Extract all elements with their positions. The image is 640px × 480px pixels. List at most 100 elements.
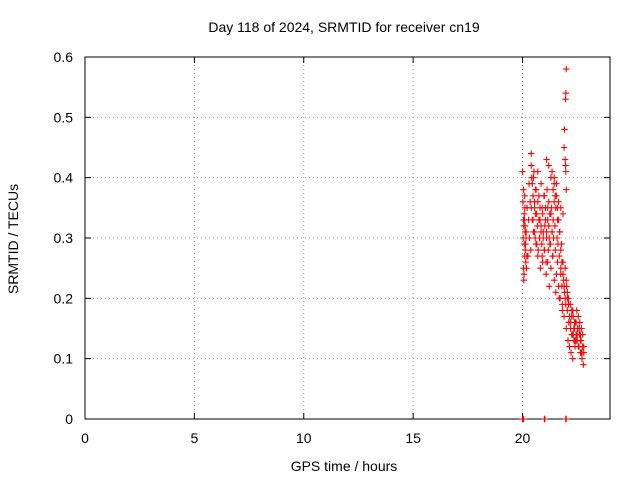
data-point: [546, 240, 554, 248]
data-point: [551, 174, 558, 181]
data-point: [538, 204, 546, 212]
x-tick-label: 15: [405, 430, 421, 446]
data-point: [564, 337, 572, 344]
data-point: [569, 355, 577, 362]
data-point: [553, 234, 561, 242]
data-point: [570, 331, 577, 338]
data-point: [535, 246, 542, 254]
data-point: [566, 301, 574, 308]
data-point: [520, 415, 527, 423]
x-tick-label: 10: [296, 430, 312, 446]
data-point: [562, 168, 570, 175]
data-point: [528, 162, 535, 169]
data-point: [545, 198, 552, 205]
y-tick-label: 0.5: [54, 109, 74, 125]
data-point: [552, 246, 559, 254]
data-point: [519, 198, 527, 205]
data-point: [563, 186, 570, 193]
data-point: [564, 289, 571, 296]
data-point: [569, 307, 577, 314]
data-point: [561, 156, 569, 163]
data-point: [534, 252, 542, 260]
data-point: [558, 240, 565, 248]
data-point: [545, 222, 552, 230]
data-point: [566, 343, 573, 350]
y-tick-label: 0: [65, 411, 73, 427]
data-point: [522, 246, 529, 254]
data-point: [547, 264, 555, 272]
data-point: [557, 246, 564, 254]
data-point: [541, 246, 548, 254]
x-tick-label: 0: [81, 430, 89, 446]
data-point: [537, 222, 545, 230]
data-point: [520, 277, 528, 284]
data-point: [556, 228, 563, 236]
data-point: [545, 162, 552, 169]
data-point: [555, 198, 562, 205]
data-point: [532, 186, 539, 193]
data-point: [560, 144, 568, 151]
data-point: [548, 168, 556, 175]
data-point: [560, 283, 568, 290]
data-point: [552, 289, 559, 296]
data-point: [572, 337, 580, 344]
data-point: [521, 192, 528, 199]
data-point: [564, 295, 571, 302]
data-point: [562, 96, 569, 103]
data-point: [553, 192, 560, 199]
data-point: [537, 180, 545, 187]
data-point: [520, 186, 527, 193]
data-point: [568, 313, 575, 320]
data-point: [529, 180, 536, 187]
data-point: [571, 319, 578, 326]
data-point: [560, 313, 568, 320]
data-point: [521, 210, 528, 218]
data-point: [543, 234, 550, 242]
data-point: [549, 186, 557, 193]
data-point: [522, 258, 529, 266]
data-point: [545, 283, 553, 290]
data-point: [534, 168, 542, 175]
y-tick-label: 0.4: [54, 170, 74, 186]
data-point: [557, 271, 564, 278]
y-tick-label: 0.6: [54, 49, 74, 65]
data-point: [523, 264, 530, 272]
data-point: [539, 210, 546, 218]
data-point: [554, 258, 561, 266]
y-tick-label: 0.3: [54, 230, 74, 246]
data-point: [530, 174, 537, 181]
y-axis-label: SRMTID / TECUs: [5, 184, 21, 294]
y-tick-label: 0.1: [54, 351, 74, 367]
data-point: [528, 150, 535, 157]
data-point: [519, 168, 526, 175]
data-point: [561, 126, 568, 133]
data-point: [531, 198, 538, 205]
data-point: [542, 271, 550, 278]
data-point: [549, 252, 556, 260]
data-point: [537, 264, 544, 272]
data-point: [541, 415, 549, 423]
data-point: [555, 216, 562, 224]
data-point: [580, 361, 587, 368]
data-point: [533, 210, 540, 218]
data-point: [524, 252, 532, 260]
x-axis-label: GPS time / hours: [291, 458, 398, 474]
data-point: [567, 349, 575, 356]
data-point: [542, 216, 549, 224]
data-point: [551, 277, 558, 284]
data-points: [519, 65, 587, 423]
data-point: [520, 271, 528, 278]
data-point: [522, 240, 529, 248]
data-point: [563, 415, 570, 423]
data-point: [536, 216, 544, 224]
data-point: [544, 204, 551, 212]
data-point: [578, 355, 586, 362]
data-point: [523, 228, 530, 236]
data-point: [536, 234, 543, 242]
data-point: [543, 186, 551, 193]
data-point: [556, 295, 563, 302]
y-tick-label: 0.2: [54, 290, 74, 306]
data-point: [521, 222, 529, 230]
data-point: [557, 204, 564, 212]
data-point: [544, 258, 551, 266]
